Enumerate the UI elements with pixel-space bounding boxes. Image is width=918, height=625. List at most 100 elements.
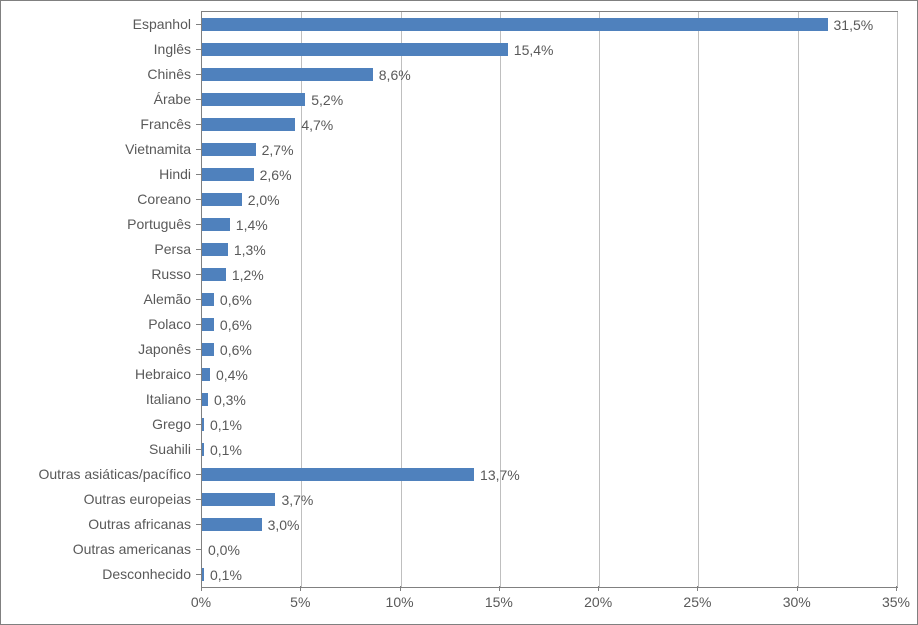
x-tick-mark bbox=[300, 586, 301, 591]
y-tick-mark bbox=[196, 374, 201, 375]
bar bbox=[202, 493, 275, 507]
bar bbox=[202, 343, 214, 357]
x-tick-label: 10% bbox=[370, 594, 430, 610]
y-tick-mark bbox=[196, 49, 201, 50]
gridline bbox=[599, 12, 600, 587]
category-label: Japonês bbox=[138, 341, 191, 357]
bar-value-label: 1,4% bbox=[236, 217, 268, 233]
gridline bbox=[798, 12, 799, 587]
bar bbox=[202, 193, 242, 207]
category-label: Suahili bbox=[149, 441, 191, 457]
gridline bbox=[401, 12, 402, 587]
y-tick-mark bbox=[196, 249, 201, 250]
category-label: Alemão bbox=[144, 291, 191, 307]
bar bbox=[202, 118, 295, 132]
bar-value-label: 0,4% bbox=[216, 367, 248, 383]
x-tick-mark bbox=[598, 586, 599, 591]
bar-value-label: 2,7% bbox=[262, 142, 294, 158]
x-tick-label: 15% bbox=[469, 594, 529, 610]
bar bbox=[202, 468, 474, 482]
bar bbox=[202, 143, 256, 157]
y-tick-mark bbox=[196, 349, 201, 350]
y-tick-mark bbox=[196, 124, 201, 125]
bar-value-label: 1,2% bbox=[232, 267, 264, 283]
x-tick-label: 0% bbox=[171, 594, 231, 610]
x-tick-mark bbox=[697, 586, 698, 591]
bar bbox=[202, 318, 214, 332]
category-label: Persa bbox=[154, 241, 191, 257]
y-tick-mark bbox=[196, 224, 201, 225]
y-tick-mark bbox=[196, 299, 201, 300]
category-label: Outras asiáticas/pacífico bbox=[38, 466, 191, 482]
bar bbox=[202, 243, 228, 257]
x-tick-label: 25% bbox=[667, 594, 727, 610]
y-tick-mark bbox=[196, 24, 201, 25]
bar-value-label: 3,0% bbox=[268, 517, 300, 533]
category-label: Árabe bbox=[154, 91, 191, 107]
plot-area: 31,5%15,4%8,6%5,2%4,7%2,7%2,6%2,0%1,4%1,… bbox=[201, 11, 898, 588]
x-tick-label: 20% bbox=[568, 594, 628, 610]
bar-value-label: 31,5% bbox=[834, 17, 874, 33]
x-tick-mark bbox=[896, 586, 897, 591]
bar bbox=[202, 18, 828, 32]
y-tick-mark bbox=[196, 399, 201, 400]
y-tick-mark bbox=[196, 74, 201, 75]
bar-value-label: 0,1% bbox=[210, 417, 242, 433]
y-tick-mark bbox=[196, 174, 201, 175]
bar bbox=[202, 568, 204, 582]
y-tick-mark bbox=[196, 99, 201, 100]
bar bbox=[202, 418, 204, 432]
bar-value-label: 0,1% bbox=[210, 567, 242, 583]
x-tick-mark bbox=[400, 586, 401, 591]
bar bbox=[202, 293, 214, 307]
bar bbox=[202, 518, 262, 532]
y-tick-mark bbox=[196, 524, 201, 525]
category-label: Inglês bbox=[154, 41, 191, 57]
x-tick-mark bbox=[499, 586, 500, 591]
category-label: Russo bbox=[151, 266, 191, 282]
bar-value-label: 2,0% bbox=[248, 192, 280, 208]
bar-value-label: 0,6% bbox=[220, 342, 252, 358]
bar bbox=[202, 218, 230, 232]
category-label: Coreano bbox=[137, 191, 191, 207]
category-label: Chinês bbox=[147, 66, 191, 82]
gridline bbox=[897, 12, 898, 587]
bar-value-label: 3,7% bbox=[281, 492, 313, 508]
bar bbox=[202, 368, 210, 382]
category-label: Hebraico bbox=[135, 366, 191, 382]
y-tick-mark bbox=[196, 149, 201, 150]
category-label: Italiano bbox=[146, 391, 191, 407]
bar bbox=[202, 93, 305, 107]
bar-value-label: 0,3% bbox=[214, 392, 246, 408]
x-tick-mark bbox=[201, 586, 202, 591]
bar bbox=[202, 68, 373, 82]
y-tick-mark bbox=[196, 574, 201, 575]
bar bbox=[202, 168, 254, 182]
bar bbox=[202, 443, 204, 457]
category-label: Espanhol bbox=[133, 16, 191, 32]
y-tick-mark bbox=[196, 199, 201, 200]
bar bbox=[202, 393, 208, 407]
bar-value-label: 15,4% bbox=[514, 42, 554, 58]
bar-value-label: 0,1% bbox=[210, 442, 242, 458]
category-label: Outras europeias bbox=[84, 491, 191, 507]
bar-value-label: 0,6% bbox=[220, 292, 252, 308]
y-tick-mark bbox=[196, 424, 201, 425]
x-tick-label: 30% bbox=[767, 594, 827, 610]
bar-value-label: 8,6% bbox=[379, 67, 411, 83]
y-tick-mark bbox=[196, 499, 201, 500]
bar-value-label: 4,7% bbox=[301, 117, 333, 133]
bar-value-label: 13,7% bbox=[480, 467, 520, 483]
x-tick-mark bbox=[797, 586, 798, 591]
bar-value-label: 0,6% bbox=[220, 317, 252, 333]
category-label: Francês bbox=[140, 116, 191, 132]
category-label: Vietnamita bbox=[125, 141, 191, 157]
bar-value-label: 0,0% bbox=[208, 542, 240, 558]
bar-value-label: 1,3% bbox=[234, 242, 266, 258]
category-label: Outras americanas bbox=[73, 541, 191, 557]
y-tick-mark bbox=[196, 474, 201, 475]
y-tick-mark bbox=[196, 449, 201, 450]
bar bbox=[202, 43, 508, 57]
bar-value-label: 5,2% bbox=[311, 92, 343, 108]
category-label: Outras africanas bbox=[88, 516, 191, 532]
